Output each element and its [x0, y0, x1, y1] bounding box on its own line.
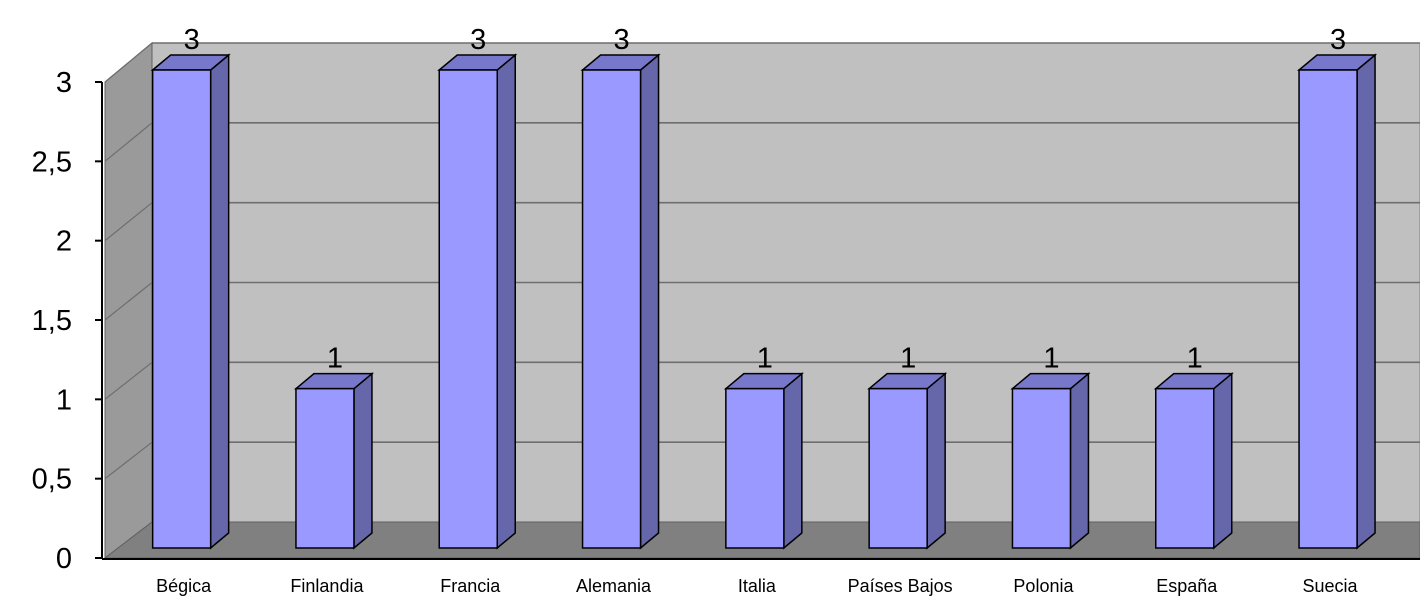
- y-tick-label: 0: [56, 543, 72, 575]
- bars: [150, 53, 1378, 550]
- bar-front: [295, 387, 355, 549]
- data-label: 1: [1187, 343, 1203, 375]
- x-tick-label: Italia: [738, 576, 777, 596]
- bar: [293, 372, 375, 550]
- data-label: 3: [613, 24, 629, 56]
- bar-front: [1011, 387, 1072, 549]
- y-tick-label: 1: [56, 384, 72, 416]
- gridline-side: [104, 441, 153, 480]
- bar: [437, 53, 518, 550]
- bar-side: [1213, 372, 1233, 550]
- x-tick-label: Francia: [440, 576, 501, 596]
- bar-front: [438, 69, 498, 549]
- bar-front: [1298, 69, 1358, 549]
- bar-side: [496, 53, 516, 550]
- data-label: 1: [327, 343, 343, 375]
- data-label: 1: [757, 343, 773, 375]
- gridline-side: [104, 202, 153, 242]
- x-tick-label: Países Bajos: [848, 576, 953, 596]
- bar: [1153, 372, 1234, 550]
- y-axis: 0 0,5 1 1,5 2 2,5 3: [32, 67, 1420, 575]
- y-tick-label: 2,5: [32, 146, 72, 178]
- x-tick-label: España: [1156, 576, 1218, 596]
- bar-front: [1155, 387, 1215, 549]
- bar-front: [151, 69, 212, 549]
- bar-side: [926, 372, 946, 550]
- y-tick-label: 0,5: [32, 464, 72, 496]
- bar: [1296, 53, 1378, 550]
- bar: [723, 372, 804, 550]
- gridline-side: [104, 361, 153, 400]
- data-label: 3: [470, 24, 486, 56]
- data-labels: 3 1 3 3 1 1 1 1 3: [184, 24, 1347, 375]
- gridline-side: [104, 122, 153, 162]
- bar-front: [868, 387, 928, 549]
- bar-front: [581, 69, 642, 549]
- gridlines: [104, 42, 1420, 480]
- y-tick-label: 2: [56, 226, 72, 258]
- bar-side: [783, 372, 803, 550]
- bar-front: [725, 387, 785, 549]
- y-tick-label: 3: [56, 67, 72, 99]
- x-tick-label: Finlandia: [290, 576, 364, 596]
- data-label: 1: [900, 343, 916, 375]
- bar-side: [353, 372, 373, 550]
- data-label: 1: [1043, 343, 1059, 375]
- bar-side: [209, 53, 230, 550]
- x-axis-labels: Bégica Finlandia Francia Alemania Italia País…: [156, 576, 1358, 596]
- x-tick-label: Polonia: [1013, 576, 1074, 596]
- x-tick-label: Bégica: [156, 576, 212, 596]
- y-tick-label: 1,5: [32, 305, 72, 337]
- data-label: 3: [184, 24, 200, 56]
- x-tick-label: Alemania: [576, 576, 652, 596]
- data-label: 3: [1330, 24, 1346, 56]
- bar: [867, 372, 948, 550]
- gridline-side: [104, 282, 153, 321]
- bar: [580, 53, 661, 550]
- x-tick-label: Suecia: [1303, 576, 1359, 596]
- bar-side: [1356, 53, 1376, 550]
- gridline-side: [104, 42, 153, 83]
- bar: [1010, 372, 1091, 550]
- bar: [150, 53, 231, 550]
- bar-side: [1069, 372, 1090, 550]
- bar-side: [639, 53, 660, 550]
